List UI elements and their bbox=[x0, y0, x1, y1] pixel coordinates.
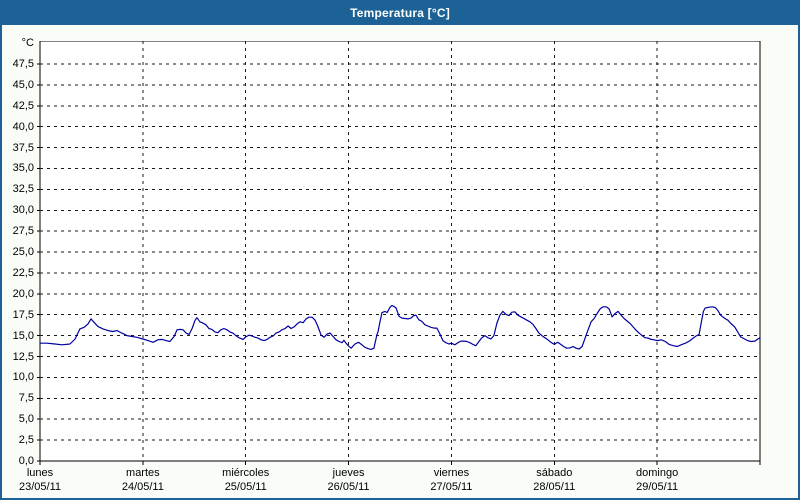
y-tick-label: 12,5 bbox=[12, 350, 34, 363]
x-day-label: sábado 28/05/11 bbox=[502, 466, 606, 494]
y-tick-label: 15,0 bbox=[12, 329, 34, 342]
day-name: miércoles bbox=[222, 467, 270, 479]
x-day-label: jueves 26/05/11 bbox=[297, 466, 401, 494]
plot-border bbox=[39, 41, 761, 462]
y-tick-label: 35,0 bbox=[12, 162, 34, 175]
y-tick-label: 27,5 bbox=[12, 225, 34, 238]
day-date: 28/05/11 bbox=[533, 481, 576, 493]
y-tick-label: 17,5 bbox=[12, 308, 34, 321]
x-day-label: domingo 29/05/11 bbox=[605, 466, 709, 494]
day-date: 24/05/11 bbox=[121, 481, 164, 493]
y-axis-unit-label: °C bbox=[21, 37, 34, 49]
y-tick-label: 32,5 bbox=[12, 183, 34, 196]
temperature-chart bbox=[37, 41, 761, 465]
day-name: domingo bbox=[636, 467, 679, 479]
x-day-label: miércoles 25/05/11 bbox=[194, 466, 298, 494]
y-tick-label: 45,0 bbox=[12, 78, 34, 91]
day-date: 26/05/11 bbox=[327, 481, 370, 493]
y-tick-label: 20,0 bbox=[12, 287, 34, 300]
y-tick-label: 42,5 bbox=[12, 99, 34, 112]
y-tick-label: 40,0 bbox=[12, 120, 34, 133]
day-name: viernes bbox=[433, 467, 470, 479]
day-date: 25/05/11 bbox=[224, 481, 267, 493]
y-tick-label: 30,0 bbox=[12, 204, 34, 217]
window-title: Temperatura [°C] bbox=[350, 5, 450, 20]
x-day-label: viernes 27/05/11 bbox=[399, 466, 503, 494]
day-name: sábado bbox=[536, 467, 573, 479]
day-name: martes bbox=[126, 467, 160, 479]
y-tick-label: 2,5 bbox=[18, 434, 34, 447]
day-date: 27/05/11 bbox=[430, 481, 473, 493]
y-tick-label: 0,0 bbox=[18, 455, 34, 467]
day-date: 23/05/11 bbox=[18, 481, 61, 493]
day-name: jueves bbox=[332, 467, 365, 479]
y-tick-label: 7,5 bbox=[18, 392, 34, 405]
x-day-label: martes 24/05/11 bbox=[91, 466, 195, 494]
y-tick-label: 47,5 bbox=[12, 58, 34, 70]
y-tick-label: 25,0 bbox=[12, 246, 34, 259]
x-day-label: lunes 23/05/11 bbox=[0, 466, 92, 494]
y-tick-label: 5,0 bbox=[18, 413, 34, 426]
temperature-line bbox=[39, 304, 761, 350]
y-tick-label: 10,0 bbox=[12, 371, 34, 384]
y-tick-label: 37,5 bbox=[12, 141, 34, 154]
day-date: 29/05/11 bbox=[636, 481, 679, 493]
title-bar[interactable]: Temperatura [°C] bbox=[0, 0, 800, 25]
day-name: lunes bbox=[26, 467, 54, 479]
y-tick-label: 22,5 bbox=[12, 266, 34, 279]
